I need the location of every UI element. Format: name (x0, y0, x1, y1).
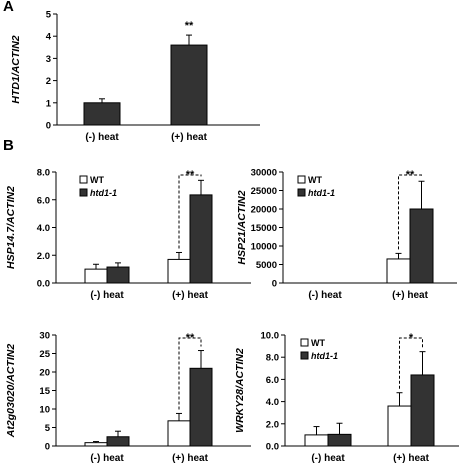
b3-bar (84, 442, 108, 447)
panel-label-a: A (3, 0, 14, 15)
b3-y-tick-label: 5 (45, 423, 51, 434)
b1-y-tick-label: 6.0 (37, 195, 50, 206)
a-y-tick-label: 1 (46, 98, 52, 109)
panel-label-b: B (3, 137, 14, 154)
b3-bar (189, 367, 213, 447)
b3-significance-bracket (178, 337, 202, 410)
b4-category-label: (+) heat (393, 453, 430, 464)
b1-y-tick-label: 4.0 (37, 223, 50, 234)
b1-category-label: (-) heat (90, 290, 124, 301)
a-bar (83, 102, 121, 126)
b4-y-tick-label: 4.0 (266, 397, 279, 408)
b4-y-tick-label: 2.0 (266, 419, 279, 430)
b4-legend-label: htd1-1 (311, 351, 338, 361)
a-y-tick-label: 5 (46, 10, 52, 21)
b3-y-tick-label: 20 (39, 368, 50, 379)
b1-bar (106, 266, 130, 284)
b3-bar (106, 436, 130, 447)
b4-y-tick-label: 0.0 (266, 442, 279, 453)
b2-legend-swatch (297, 188, 306, 197)
b2-y-tick-label: 25000 (251, 186, 277, 197)
b3-significance-label: ** (186, 332, 195, 344)
b2-significance-bracket (398, 174, 422, 250)
b4-legend-label: WT (311, 338, 325, 348)
b2-y-tick-label: 20000 (251, 205, 277, 216)
b3-y-tick-label: 0 (45, 442, 50, 453)
b3-y-axis-title: At2g03020/ACTIN2 (5, 344, 17, 439)
b3-y-tick-label: 30 (39, 331, 50, 342)
b2-category-label: (+) heat (392, 290, 429, 301)
a-y-axis-title: HTD1/ACTIN2 (10, 35, 22, 103)
b2-y-tick-label: 5000 (256, 260, 277, 271)
b2-legend-swatch (297, 175, 306, 184)
b2-legend-label: htd1-1 (308, 188, 335, 198)
b1-bar (167, 258, 191, 284)
b4-legend-swatch (300, 351, 309, 360)
b4-significance-label: * (409, 332, 414, 344)
b2-y-tick-label: 30000 (251, 168, 277, 179)
b2-bar (386, 258, 411, 284)
b1-legend-swatch (79, 175, 88, 184)
b1-legend-label: htd1-1 (90, 188, 117, 198)
b2-legend-label: WT (308, 175, 322, 185)
b4-legend-swatch (300, 338, 309, 347)
b1-y-tick-label: 2.0 (37, 251, 50, 262)
b3-y-tick-label: 10 (39, 405, 50, 416)
b4-bar (410, 374, 435, 447)
a-category-label: (+) heat (171, 132, 208, 143)
a-y-tick-label: 3 (46, 54, 51, 65)
b3-category-label: (+) heat (172, 453, 209, 464)
b1-legend-label: WT (90, 175, 104, 185)
b4-bar (387, 405, 412, 447)
b4-category-label: (-) heat (311, 453, 345, 464)
b2-category-label: (-) heat (308, 290, 342, 301)
a-y-tick-label: 0 (46, 121, 51, 132)
b1-bar (189, 194, 213, 284)
b1-significance-label: ** (186, 169, 195, 181)
b4-bar (304, 434, 329, 447)
b4-y-tick-label: 6.0 (266, 375, 279, 386)
b1-bar (84, 268, 108, 284)
b4-significance-bracket (399, 337, 423, 389)
b3-bar (167, 420, 191, 447)
b1-y-axis-title: HSP14.7/ACTIN2 (5, 186, 17, 269)
b4-y-axis-title: WRKY28/ACTIN2 (234, 348, 246, 433)
a-y-tick-label: 2 (46, 76, 51, 87)
b4-y-tick-label: 8.0 (266, 353, 279, 364)
b1-y-tick-label: 0.0 (37, 279, 50, 290)
a-y-tick-label: 4 (46, 32, 52, 43)
b3-y-tick-label: 15 (39, 386, 50, 397)
b2-y-tick-label: 15000 (251, 223, 277, 234)
b2-y-tick-label: 0 (272, 279, 277, 290)
b1-category-label: (+) heat (172, 290, 209, 301)
b3-y-tick-label: 25 (39, 349, 50, 360)
a-category-label: (-) heat (85, 132, 119, 143)
b3-category-label: (-) heat (90, 453, 124, 464)
b1-y-tick-label: 8.0 (37, 168, 50, 179)
b1-legend-swatch (79, 188, 88, 197)
b2-bar (409, 208, 434, 284)
b2-significance-label: ** (406, 169, 415, 181)
b4-y-tick-label: 10.0 (261, 331, 280, 342)
b1-significance-bracket (178, 174, 202, 249)
a-bar (170, 44, 208, 126)
b2-y-axis-title: HSP21/ACTIN2 (236, 190, 248, 264)
b4-bar (327, 433, 352, 447)
b2-y-tick-label: 10000 (251, 242, 277, 253)
a-significance-label: ** (185, 20, 194, 32)
